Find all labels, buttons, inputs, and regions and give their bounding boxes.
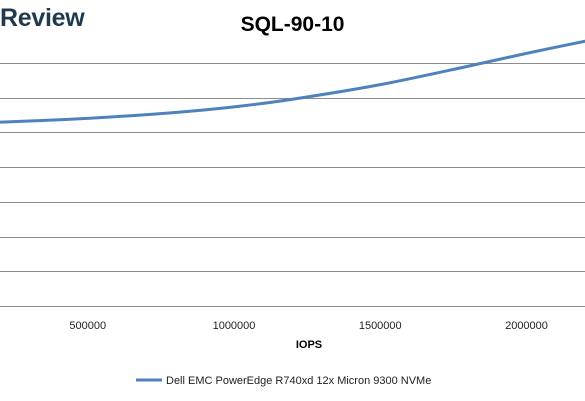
series-line — [0, 39, 585, 124]
x-tick-label: 1500000 — [359, 320, 402, 332]
chart-title: SQL-90-10 — [240, 13, 345, 36]
series-lines — [0, 39, 585, 124]
x-tick-label: 1000000 — [213, 320, 256, 332]
legend: Dell EMC PowerEdge R740xd 12x Micron 930… — [136, 375, 431, 387]
x-axis-ticks: 500000 1000000 1500000 2000000 — [69, 320, 548, 332]
x-tick-label: 2000000 — [505, 320, 548, 332]
legend-label: Dell EMC PowerEdge R740xd 12x Micron 930… — [166, 375, 431, 387]
brand-logo-text: Review — [0, 4, 85, 32]
x-tick-label: 500000 — [69, 320, 106, 332]
x-axis-label: IOPS — [296, 339, 322, 351]
